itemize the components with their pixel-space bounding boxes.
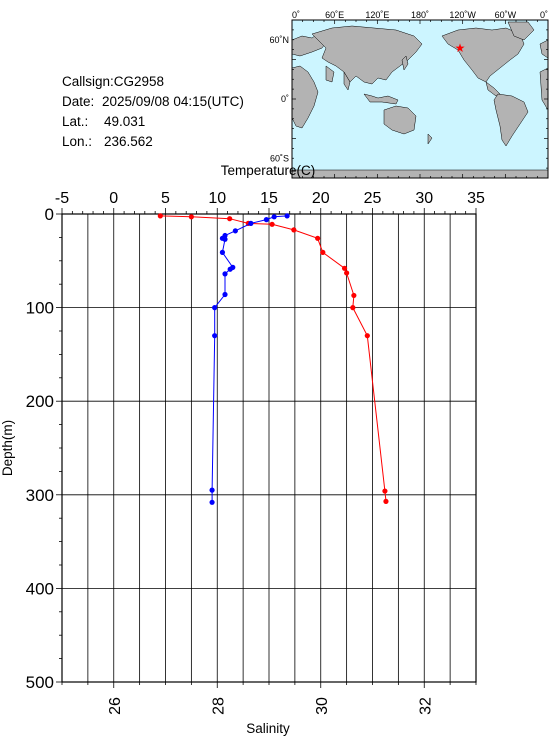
- temperature-tick-label: 35: [467, 190, 485, 207]
- depth-axis: 0 100 200 300 400 500: [26, 205, 62, 692]
- salinity-point: [271, 214, 277, 220]
- callsign-row: Callsign:CG2958: [62, 72, 244, 92]
- temperature-point: [382, 488, 388, 494]
- callsign-label: Callsign:: [62, 74, 114, 89]
- salinity-point: [219, 249, 226, 255]
- salinity-axis-label: Salinity: [246, 721, 290, 736]
- lat-label: Lat.:: [62, 114, 89, 129]
- temperature-point: [351, 292, 357, 299]
- station-info: Callsign:CG2958 Date: 2025/09/08 04:15(UT…: [62, 72, 244, 152]
- depth-tick-label: 400: [26, 579, 54, 598]
- map-lon-tick-label: 120˚W: [449, 10, 476, 20]
- temperature-tick-label: 10: [208, 190, 226, 207]
- lon-row: Lon.: 236.562: [62, 132, 244, 152]
- date-row: Date: 2025/09/08 04:15(UTC): [62, 92, 244, 112]
- depth-tick-label: 200: [26, 392, 54, 411]
- temperature-tick-label: 25: [364, 190, 382, 207]
- temperature-point: [341, 265, 348, 271]
- map-lat-tick-label: 60˚N: [269, 35, 289, 45]
- map-lon-tick-label: 60˚W: [495, 10, 517, 20]
- depth-tick-label: 500: [26, 673, 54, 692]
- temperature-point: [291, 227, 297, 233]
- salinity-point: [263, 217, 270, 223]
- map-lon-tick-label: 0˚: [292, 10, 300, 20]
- date-value: 2025/09/08 04:15(UTC): [102, 94, 244, 109]
- depth-tick-label: 0: [45, 205, 54, 224]
- salinity-tick-label: 30: [314, 697, 331, 715]
- temperature-point: [269, 221, 275, 227]
- temperature-tick-label: 30: [415, 190, 433, 207]
- map-lon-tick-label: 0˚: [540, 10, 548, 20]
- temperature-point: [320, 249, 326, 255]
- map-lat-tick-label: 0˚: [281, 94, 289, 104]
- depth-tick-label: 100: [26, 299, 54, 318]
- temperature-tick-label: 20: [312, 190, 330, 207]
- salinity-tick-label: 28: [210, 697, 227, 715]
- map-lat-tick-label: 60˚S: [270, 153, 289, 163]
- temperature-point: [227, 216, 233, 222]
- date-label: Date:: [62, 94, 95, 109]
- salinity-point: [227, 266, 233, 272]
- salinity-axis: 26 28 30 32: [61, 682, 477, 715]
- callsign-value: CG2958: [113, 74, 165, 89]
- salinity-point: [284, 213, 290, 219]
- temperature-point: [188, 214, 194, 220]
- temperature-tick-label: -5: [55, 190, 69, 207]
- temperature-point: [364, 333, 370, 339]
- lat-row: Lat.: 49.031: [62, 112, 244, 132]
- map-lon-tick-label: 60˚E: [325, 10, 344, 20]
- salinity-point: [212, 305, 218, 311]
- salinity-point: [212, 333, 218, 339]
- temperature-point: [350, 305, 356, 311]
- temperature-profile-line: [160, 215, 387, 502]
- temperature-point: [315, 235, 321, 241]
- temperature-tick-label: 5: [161, 190, 170, 207]
- map-land: [291, 21, 549, 179]
- salinity-tick-label: 32: [417, 697, 434, 715]
- salinity-point: [222, 271, 228, 277]
- location-map: 0˚ 60˚E 120˚E 180˚ 120˚W 60˚W 0˚ 60˚N 0˚ 60˚S: [269, 10, 549, 179]
- salinity-point: [222, 236, 228, 242]
- temperature-axis: -5 0 5 10 15 20 25 30 35: [55, 190, 485, 214]
- lon-value: 236.562: [104, 134, 153, 149]
- lon-label: Lon.:: [62, 134, 93, 149]
- map-lon-tick-label: 120˚E: [365, 10, 389, 20]
- depth-tick-label: 300: [26, 486, 54, 505]
- temperature-tick-label: 15: [260, 190, 278, 207]
- salinity-profile-line: [211, 215, 288, 503]
- temperature-axis-label: Temperature(C): [221, 163, 316, 178]
- map-location-marker: ★: [455, 41, 466, 55]
- salinity-point: [209, 499, 215, 505]
- chart-grid: [61, 213, 477, 683]
- salinity-point: [232, 228, 238, 234]
- temperature-point: [157, 213, 163, 219]
- map-lon-tick-label: 180˚: [411, 10, 429, 20]
- series-layer: [157, 213, 389, 505]
- depth-axis-label: Depth(m): [0, 420, 15, 476]
- temperature-tick-label: 0: [109, 190, 118, 207]
- temperature-point: [344, 270, 350, 276]
- salinity-tick-label: 26: [107, 697, 124, 715]
- salinity-point: [222, 291, 228, 298]
- lat-value: 49.031: [104, 114, 146, 129]
- temperature-point: [383, 498, 389, 504]
- salinity-point: [209, 487, 215, 493]
- salinity-point: [248, 220, 254, 226]
